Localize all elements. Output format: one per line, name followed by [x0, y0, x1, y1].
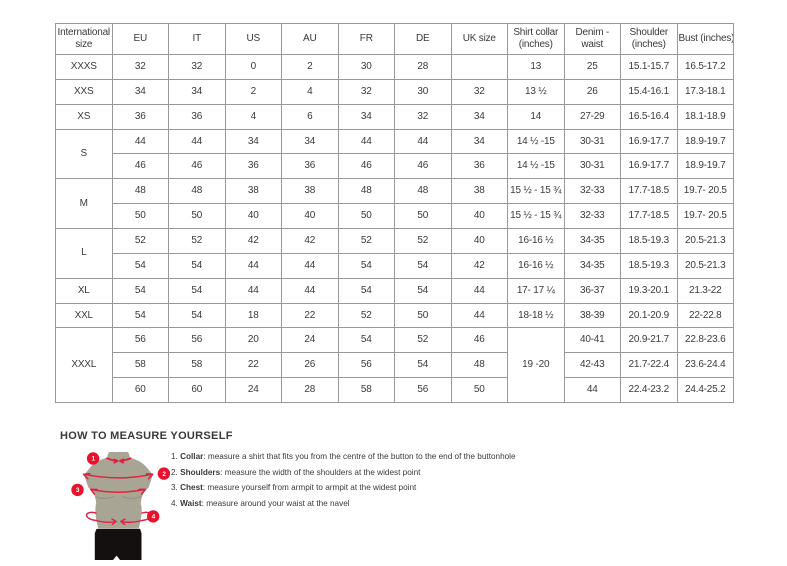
svg-text:4: 4 [152, 514, 156, 521]
svg-text:1: 1 [92, 456, 96, 463]
svg-text:3: 3 [76, 487, 80, 494]
svg-text:2: 2 [162, 471, 166, 478]
